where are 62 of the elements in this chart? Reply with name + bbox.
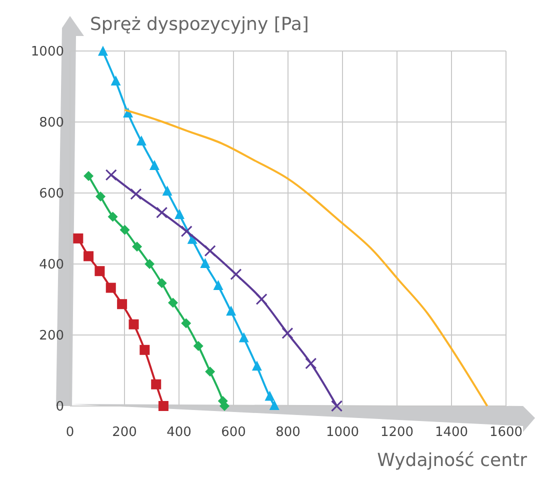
point (132, 242, 142, 252)
y-tick-label: 400 (39, 258, 64, 273)
point (162, 186, 172, 196)
point (226, 306, 236, 316)
x-axis-title: Wydajność centr (377, 450, 528, 471)
point (213, 280, 224, 290)
y-tick-label: 0 (56, 400, 64, 415)
y-tick-label: 200 (39, 328, 64, 344)
point (193, 341, 204, 352)
point (117, 299, 128, 310)
x-tick-label: 800 (276, 425, 300, 440)
x-tick-label: 1000 (326, 425, 360, 440)
line-series (124, 108, 488, 407)
point (264, 390, 275, 401)
point (84, 170, 94, 181)
x-tick-label: 0 (66, 425, 74, 440)
point (238, 332, 249, 342)
point (330, 400, 343, 412)
point (156, 278, 167, 288)
point (204, 245, 216, 257)
y-tick-label: 1000 (30, 44, 64, 60)
point (73, 233, 84, 244)
y-axis-title: Spręż dyspozycyjny [Pa] (90, 14, 309, 35)
point (110, 76, 121, 86)
point (98, 46, 108, 56)
point (106, 282, 116, 293)
point (174, 209, 185, 220)
point (136, 136, 146, 146)
x-tick-label: 600 (221, 425, 246, 440)
point (205, 366, 216, 377)
point (151, 379, 162, 390)
x-tick-label: 1600 (489, 425, 523, 440)
x-tick-label: 400 (166, 425, 192, 440)
point (84, 251, 94, 262)
point (156, 206, 168, 218)
point (200, 258, 210, 268)
point (220, 401, 230, 411)
point (94, 266, 105, 276)
y-tick-label: 800 (39, 116, 64, 131)
point (108, 212, 118, 222)
point (282, 327, 294, 340)
point (105, 169, 117, 181)
x-tick-label: 1400 (434, 425, 468, 440)
point (180, 226, 192, 238)
point (158, 401, 168, 411)
point (230, 268, 242, 280)
point (149, 160, 160, 170)
point (256, 293, 268, 305)
point (144, 259, 155, 269)
point (120, 224, 130, 235)
point (252, 360, 262, 371)
point (140, 344, 150, 355)
x-tick-label: 1200 (380, 425, 414, 440)
y-tick-label: 600 (39, 186, 64, 202)
point (181, 318, 192, 328)
point (128, 319, 139, 330)
point (130, 188, 142, 200)
point (269, 400, 280, 410)
point (96, 192, 106, 202)
point (168, 298, 178, 308)
point (305, 358, 317, 370)
x-tick-label: 200 (112, 425, 137, 440)
